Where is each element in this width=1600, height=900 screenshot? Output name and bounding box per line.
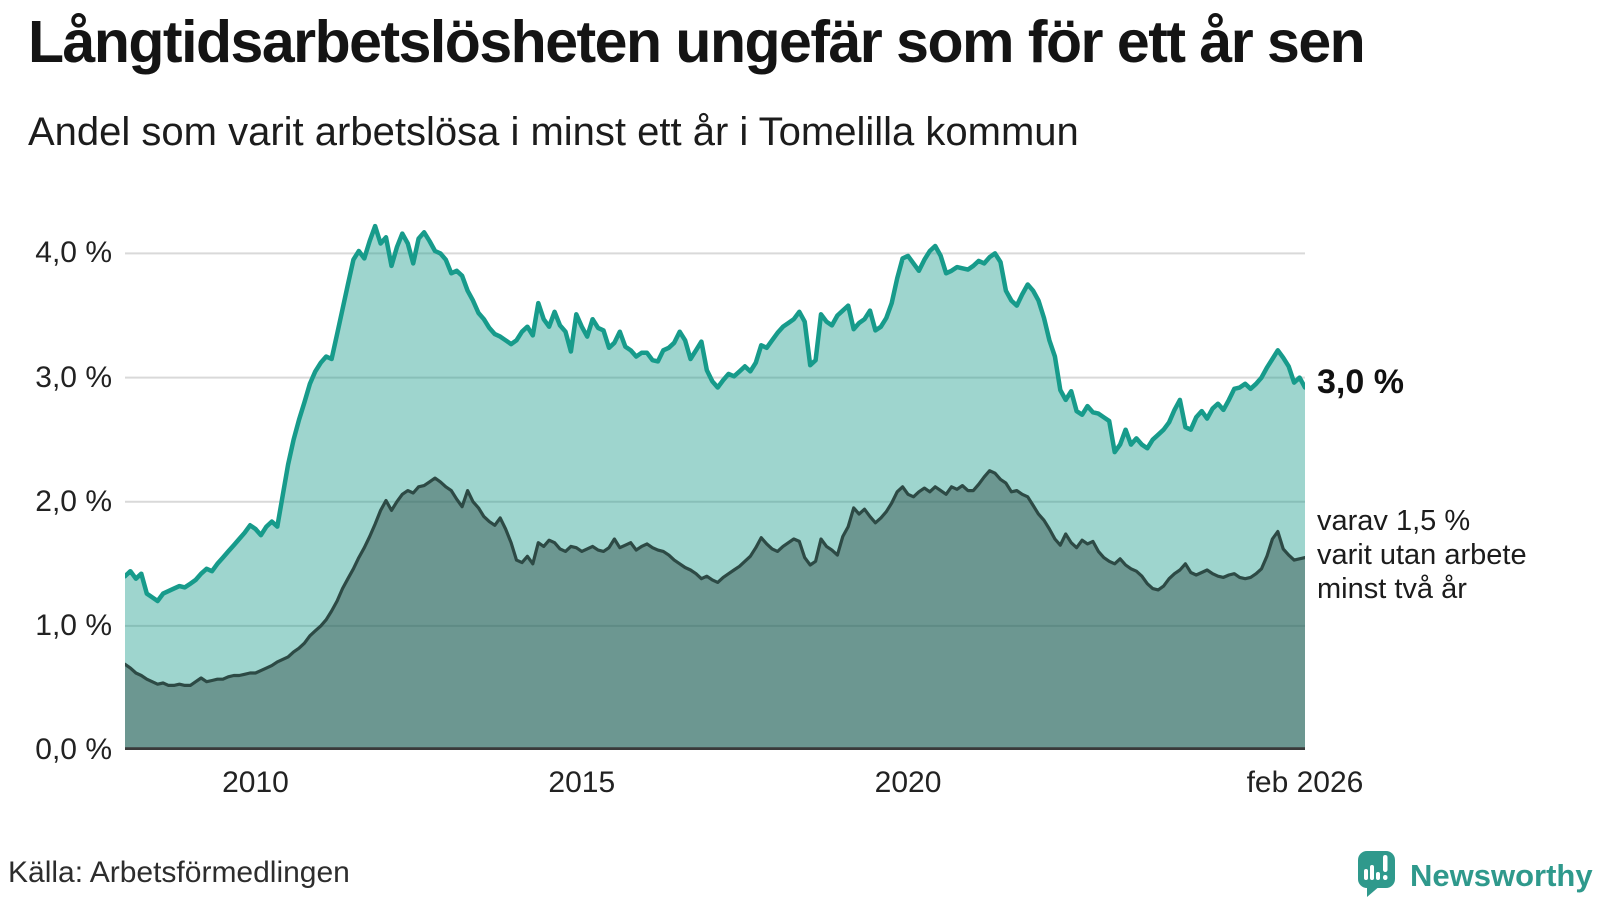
x-tick-label: 2020 xyxy=(874,766,942,799)
area-chart xyxy=(125,223,1305,750)
newsworthy-wordmark: Newsworthy xyxy=(1410,858,1593,893)
x-tick-label: 2010 xyxy=(222,766,289,799)
y-tick-label: 2,0 % xyxy=(35,484,112,518)
source-credit: Källa: Arbetsförmedlingen xyxy=(8,856,350,889)
y-tick-label: 4,0 % xyxy=(35,236,112,270)
page-subtitle: Andel som varit arbetslösa i minst ett å… xyxy=(28,110,1079,154)
series-end-value-label: 3,0 % xyxy=(1317,363,1404,401)
annotation-line-1: varav 1,5 % xyxy=(1317,505,1471,537)
bar-chart-icon xyxy=(1364,855,1388,880)
series-two-year-area xyxy=(125,470,1305,750)
x-tick-label: feb 2026 xyxy=(1246,766,1364,799)
y-tick-label: 0,0 % xyxy=(35,733,112,766)
series-total-area xyxy=(125,226,1305,750)
y-tick-label: 1,0 % xyxy=(35,608,112,642)
series-two-year-line xyxy=(125,469,1305,687)
series-total-line xyxy=(125,223,1305,604)
page-title: Långtidsarbetslösheten ungefär som för e… xyxy=(28,9,1366,75)
annotation-line-2: varit utan arbete xyxy=(1317,538,1527,571)
series-secondary-annotation: varav 1,5 % varit utan arbete minst två … xyxy=(1317,505,1527,607)
x-tick-label: 2015 xyxy=(548,766,616,799)
annotation-line-3: minst två år xyxy=(1317,572,1467,605)
y-tick-label: 3,0 % xyxy=(35,360,112,394)
newsworthy-logo-icon xyxy=(1358,851,1395,897)
